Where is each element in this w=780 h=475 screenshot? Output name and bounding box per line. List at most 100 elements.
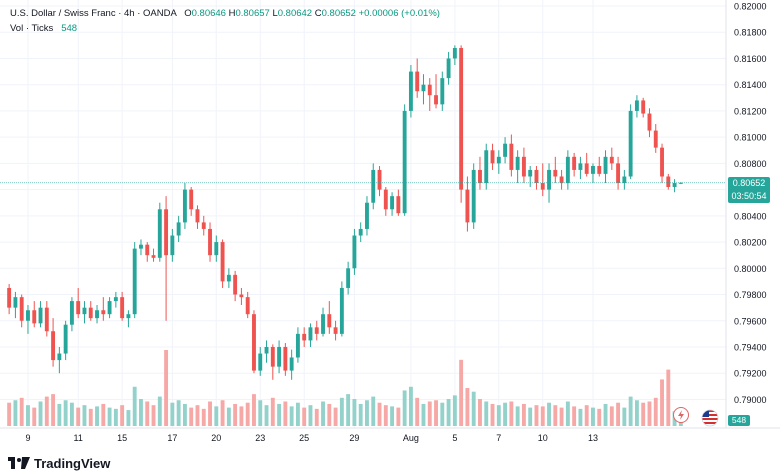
volume-bar <box>195 405 200 426</box>
volume-bar <box>220 400 225 426</box>
volume-bar <box>528 407 533 426</box>
candle <box>540 163 545 197</box>
candle <box>622 169 627 190</box>
candle-body <box>371 169 376 203</box>
candle <box>283 343 288 376</box>
price-axis[interactable]: 0.82000 0.81800 0.81600 0.81400 0.81200 0.810… <box>734 2 767 405</box>
candle-body <box>38 307 43 324</box>
candle <box>427 78 432 111</box>
volume-bar <box>496 405 501 426</box>
candle-body <box>471 169 476 223</box>
candle <box>57 346 62 374</box>
volume-bar <box>584 405 589 426</box>
candle-body <box>333 327 338 334</box>
candle-body <box>440 78 445 105</box>
candle-body <box>277 346 282 367</box>
candle-body <box>44 307 49 332</box>
volume-bar <box>634 400 639 426</box>
candle <box>314 320 319 341</box>
us-flag-icon[interactable] <box>701 409 719 427</box>
candle-body <box>302 333 307 341</box>
time-tick-label: 15 <box>117 433 127 443</box>
volume-bar <box>176 400 181 426</box>
candle <box>170 228 175 262</box>
symbol-title[interactable]: U.S. Dollar / Swiss Franc · 4h · OANDA <box>10 8 177 19</box>
candle-body <box>528 169 533 177</box>
volume-bar <box>88 408 93 426</box>
volume-bar <box>252 394 256 426</box>
volume-label[interactable]: Vol · Ticks <box>10 23 54 34</box>
time-tick-label: 20 <box>211 433 221 443</box>
volume-bar <box>57 403 62 426</box>
volume-bar <box>383 405 388 426</box>
candle-body <box>170 235 175 256</box>
candle <box>321 307 325 337</box>
candle-body <box>452 47 457 59</box>
candle <box>101 297 106 321</box>
time-tick-label: 23 <box>255 433 265 443</box>
volume-bar <box>653 397 658 426</box>
candle <box>616 156 621 190</box>
volume-bar <box>151 405 156 426</box>
volume-bar <box>139 399 143 426</box>
candle-body <box>553 169 558 177</box>
candle-body <box>176 222 181 236</box>
volume-bar <box>239 406 244 426</box>
volume-bar <box>7 402 12 426</box>
volume-bar <box>270 397 275 426</box>
candle <box>597 156 602 177</box>
price-tick-label: 0.81000 <box>734 133 767 143</box>
candle-body <box>82 307 87 315</box>
candle-body <box>390 196 395 210</box>
high-label: H <box>228 8 236 19</box>
candle-body <box>484 150 489 184</box>
candle <box>415 58 420 98</box>
candle <box>7 284 12 315</box>
candle-body <box>358 228 363 236</box>
volume-bar <box>402 390 407 426</box>
candle-body <box>220 242 225 282</box>
volume-bar <box>452 395 457 426</box>
candle <box>245 291 250 319</box>
candle <box>603 150 608 184</box>
volume-bar <box>609 406 614 426</box>
candle-body <box>88 307 93 319</box>
tradingview-logo-icon <box>8 457 30 472</box>
candle-body <box>641 100 646 114</box>
candle-body <box>289 357 294 371</box>
candle <box>189 186 194 216</box>
last-price-tag: 0.80652 03:50:54 <box>728 176 770 203</box>
candle-body <box>465 189 470 223</box>
tradingview-footer[interactable]: TradingView <box>8 456 110 472</box>
candle-body <box>214 242 219 256</box>
legend-row-ohlc: U.S. Dollar / Swiss Franc · 4h · OANDA O… <box>10 6 440 21</box>
candle <box>647 108 652 138</box>
high-value: 0.80657 <box>235 8 270 19</box>
price-tick-label: 0.80200 <box>734 238 767 248</box>
candle-body <box>245 297 250 315</box>
candle <box>471 163 476 229</box>
candle <box>484 143 489 190</box>
lightning-icon[interactable] <box>673 407 689 423</box>
candle-body <box>346 268 351 288</box>
candle <box>371 163 376 210</box>
candle <box>145 242 150 262</box>
candle-body <box>258 353 263 371</box>
candle <box>515 150 520 184</box>
volume-bar <box>95 406 99 426</box>
candle <box>452 45 457 66</box>
volume-tag: 548 <box>728 415 750 426</box>
candle-body <box>132 248 137 315</box>
candle <box>628 104 633 180</box>
volume-bar <box>38 401 43 426</box>
candle-body <box>321 314 325 334</box>
candle <box>496 150 501 174</box>
volume-bar <box>339 397 344 426</box>
volume-bar <box>113 408 118 426</box>
candle <box>302 327 307 347</box>
candle <box>584 152 589 177</box>
candle <box>609 147 614 170</box>
time-axis[interactable]: 9 11 15 17 20 23 25 29 Aug 5 7 10 13 <box>25 433 598 443</box>
